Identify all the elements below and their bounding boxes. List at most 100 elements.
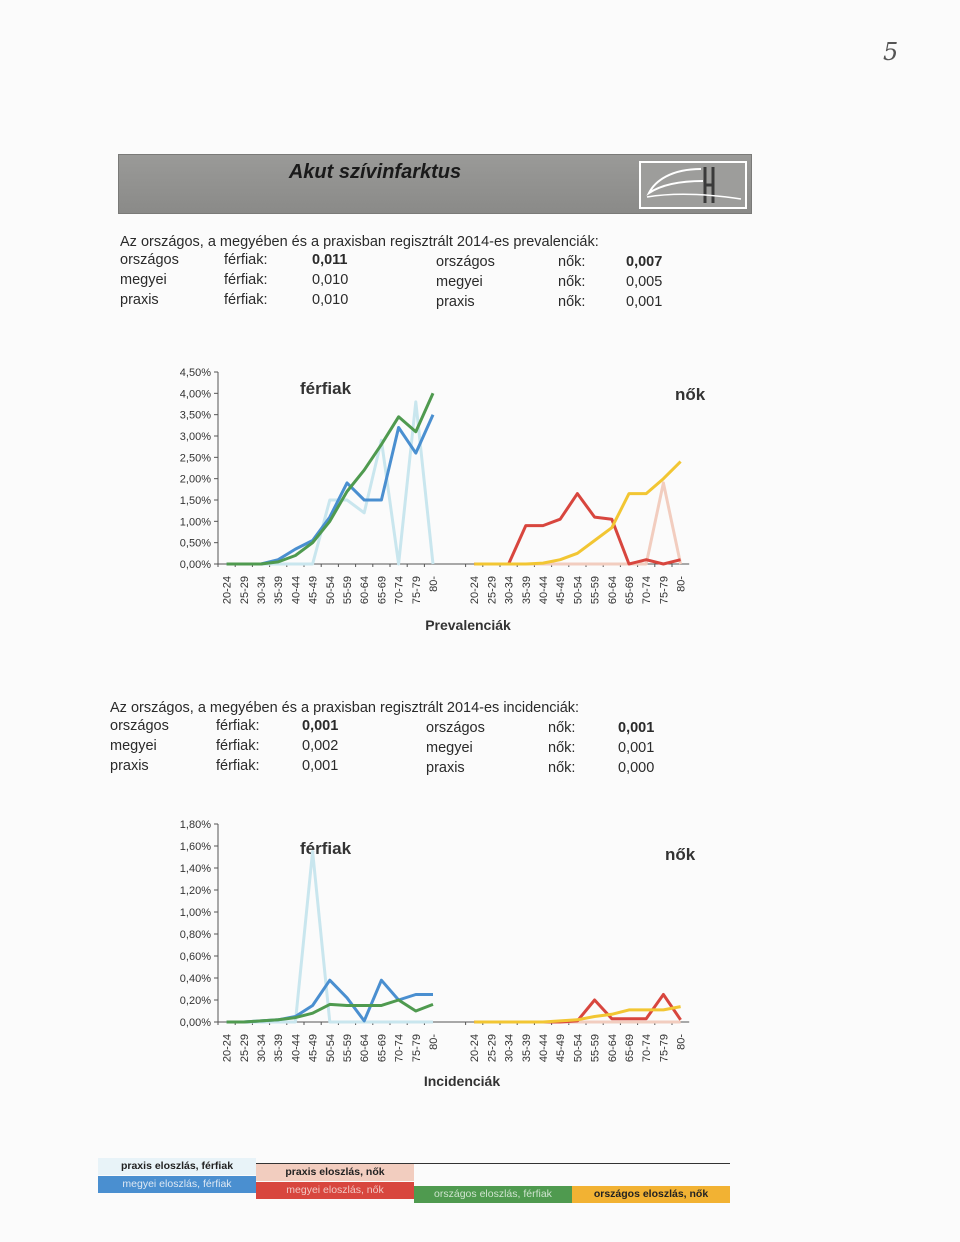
y-tick-label: 1,00%: [180, 516, 211, 528]
x-tick-label: 55-59: [590, 576, 602, 604]
chart-title: Prevalenciák: [425, 617, 511, 633]
inc-nok-0-label: nők:: [548, 720, 576, 736]
x-tick-label: 75-79: [411, 576, 423, 604]
x-tick-label: 20-24: [469, 1034, 481, 1062]
prev-nok-1-level: megyei: [436, 274, 483, 290]
x-tick-label: 65-69: [624, 576, 636, 604]
legend-orszagos-nok: országos eloszlás, nők: [572, 1186, 730, 1203]
panel-label-nok: nők: [665, 845, 696, 864]
x-tick-label: 35-39: [521, 576, 533, 604]
inc-nok-2-level: praxis: [426, 760, 465, 776]
y-tick-label: 4,50%: [180, 367, 211, 379]
legend-top-rule: [98, 1163, 730, 1164]
x-tick-label: 70-74: [394, 576, 406, 604]
inc-nok-0-level: országos: [426, 720, 485, 736]
y-tick-label: 1,50%: [180, 495, 211, 507]
y-tick-label: 0,80%: [180, 929, 211, 941]
y-tick-label: 2,50%: [180, 452, 211, 464]
x-tick-label: 50-54: [325, 1034, 337, 1062]
banner-title: Akut szívinfarktus: [288, 161, 462, 183]
prev-ferfiak-0-value: 0,011: [312, 252, 348, 268]
prev-ferfiak-2-label: férfiak:: [224, 292, 268, 308]
prev-ferfiak-1-label: férfiak:: [224, 272, 268, 288]
y-tick-label: 0,00%: [180, 559, 211, 571]
prev-nok-0-value: 0,007: [626, 254, 663, 270]
x-tick-label: 35-39: [273, 576, 285, 604]
incidence-stats: Az országos, a megyében és a praxisban r…: [110, 698, 730, 782]
legend: praxis eloszlás, férfiak praxis eloszlás…: [98, 1150, 730, 1206]
y-tick-label: 4,00%: [180, 388, 211, 400]
x-tick-label: 80-: [428, 1034, 440, 1050]
prev-ferfiak-2-value: 0,010: [312, 292, 349, 308]
x-tick-label: 50-54: [325, 576, 337, 604]
x-tick-label: 25-29: [239, 1034, 251, 1062]
prev-nok-0-label: nők:: [558, 254, 586, 270]
x-tick-label: 40-44: [290, 1034, 302, 1062]
x-tick-label: 25-29: [239, 576, 251, 604]
x-tick-label: 70-74: [641, 576, 653, 604]
x-tick-label: 40-44: [290, 576, 302, 604]
x-tick-label: 45-49: [308, 1034, 320, 1062]
inc-ferfiak-0-level: országos: [110, 718, 169, 734]
title-banner: Akut szívinfarktus: [118, 154, 752, 214]
x-tick-label: 45-49: [308, 576, 320, 604]
series-line: [226, 998, 434, 1024]
panel-label-nok: nők: [675, 385, 706, 404]
series-line: [474, 993, 682, 1024]
x-tick-label: 70-74: [394, 1034, 406, 1062]
inc-ferfiak-2-level: praxis: [110, 758, 149, 774]
x-tick-label: 70-74: [641, 1034, 653, 1062]
x-tick-label: 40-44: [538, 1034, 550, 1062]
prev-ferfiak-2-level: praxis: [120, 292, 159, 308]
x-tick-label: 60-64: [607, 1034, 619, 1062]
x-tick-label: 80-: [676, 576, 688, 592]
x-tick-label: 45-49: [555, 1034, 567, 1062]
x-tick-label: 35-39: [273, 1034, 285, 1062]
inc-ferfiak-2-value: 0,001: [302, 758, 339, 774]
y-tick-label: 1,60%: [180, 841, 211, 853]
x-tick-label: 55-59: [342, 576, 354, 604]
x-tick-label: 25-29: [486, 576, 498, 604]
x-tick-label: 55-59: [342, 1034, 354, 1062]
legend-megyei-nok: megyei eloszlás, nők: [256, 1182, 414, 1199]
y-tick-label: 3,00%: [180, 431, 211, 443]
inc-ferfiak-1-label: férfiak:: [216, 738, 260, 754]
y-tick-label: 1,20%: [180, 885, 211, 897]
prev-nok-1-label: nők:: [558, 274, 586, 290]
x-tick-label: 25-29: [486, 1034, 498, 1062]
prev-ferfiak-0-label: férfiak:: [224, 252, 268, 268]
x-tick-label: 55-59: [590, 1034, 602, 1062]
series-line: [226, 850, 433, 1024]
incidence-intro: Az országos, a megyében és a praxisban r…: [110, 700, 580, 716]
inc-ferfiak-0-value: 0,001: [302, 718, 339, 734]
y-tick-label: 1,80%: [180, 819, 211, 831]
prev-ferfiak-1-value: 0,010: [312, 272, 349, 288]
y-tick-label: 2,00%: [180, 474, 211, 486]
panel-label-ferfiak: férfiak: [300, 379, 352, 398]
inc-nok-2-value: 0,000: [618, 760, 655, 776]
prev-nok-0-level: országos: [436, 254, 495, 270]
inc-ferfiak-1-level: megyei: [110, 738, 157, 754]
x-tick-label: 20-24: [222, 1034, 234, 1062]
prevalence-stats: Az országos, a megyében és a praxisban r…: [120, 232, 740, 316]
x-tick-label: 30-34: [256, 576, 268, 604]
x-tick-label: 40-44: [538, 576, 550, 604]
inc-nok-0-value: 0,001: [618, 720, 655, 736]
prev-ferfiak-0-level: országos: [120, 252, 179, 268]
page-number: 5: [883, 38, 899, 66]
x-tick-label: 75-79: [658, 1034, 670, 1062]
logo-icon: [646, 167, 742, 203]
inc-nok-2-label: nők:: [548, 760, 576, 776]
x-tick-label: 75-79: [658, 576, 670, 604]
y-tick-label: 1,40%: [180, 863, 211, 875]
y-tick-label: 0,40%: [180, 973, 211, 985]
inc-nok-1-label: nők:: [548, 740, 576, 756]
incidence-chart: 0,00% 0,20% 0,40% 0,60% 0,80% 1,00% 1,20% 1,40%…: [180, 819, 696, 1089]
x-tick-label: 50-54: [572, 1034, 584, 1062]
inc-ferfiak-1-value: 0,002: [302, 738, 339, 754]
inc-nok-1-value: 0,001: [618, 740, 655, 756]
x-tick-label: 65-69: [624, 1034, 636, 1062]
prev-nok-1-value: 0,005: [626, 274, 663, 290]
legend-praxis-ferfiak: praxis eloszlás, férfiak: [98, 1158, 256, 1175]
y-tick-label: 0,20%: [180, 995, 211, 1007]
